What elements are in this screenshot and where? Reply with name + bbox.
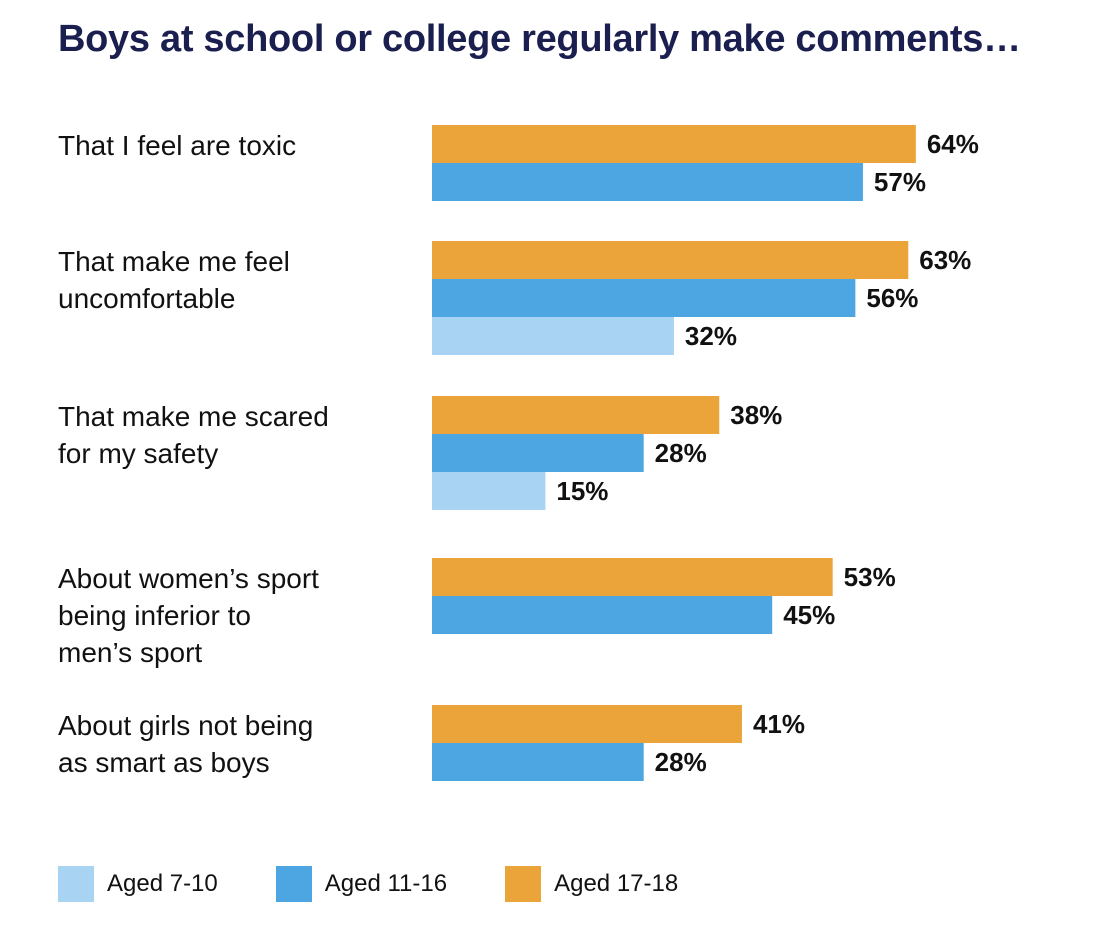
category-label-line: uncomfortable (58, 283, 235, 314)
bar-aged-17-18-1 (432, 125, 916, 163)
category-label-line: as smart as boys (58, 747, 270, 778)
bar-aged-11-16-5 (432, 743, 644, 781)
data-label-aged-17-18-1: 64% (927, 129, 979, 159)
data-label-aged-11-16-5: 28% (655, 747, 707, 777)
legend-label-aged-17-18: Aged 17-18 (554, 870, 679, 897)
category-label-2: That make me feel uncomfortable (58, 246, 290, 314)
bar-aged-11-16-1 (432, 163, 863, 201)
data-label-aged-7-10-2: 32% (685, 321, 737, 351)
legend-item-aged-11-16: Aged 11-16 (275, 866, 448, 902)
category-label-5: About girls not being as smart as boys (58, 710, 313, 778)
legend: Aged 7-10 Aged 11-16 Aged 17-18 (58, 866, 736, 902)
data-label-aged-11-16-4: 45% (783, 600, 835, 630)
legend-swatch-aged-17-18 (505, 866, 542, 902)
legend-label-aged-7-10: Aged 7-10 (107, 870, 218, 897)
data-label-aged-11-16-2: 56% (866, 283, 918, 313)
category-label-line: men’s sport (58, 637, 202, 668)
data-label-aged-11-16-1: 57% (874, 167, 926, 197)
data-label-aged-17-18-2: 63% (919, 245, 971, 275)
bar-aged-17-18-3 (432, 396, 720, 434)
bar-aged-7-10-2 (432, 317, 674, 355)
data-label-aged-11-16-3: 28% (655, 438, 707, 468)
category-label-1: That I feel are toxic (58, 130, 296, 161)
bar-aged-17-18-4 (432, 558, 833, 596)
data-label-aged-17-18-4: 53% (844, 562, 896, 592)
category-label-line: That I feel are toxic (58, 130, 296, 161)
category-label-line: About women’s sport (58, 563, 319, 594)
category-label-line: That make me scared (58, 401, 329, 432)
chart-title: Boys at school or college regularly make… (58, 18, 1021, 60)
legend-label-aged-11-16: Aged 11-16 (324, 870, 448, 897)
bar-aged-11-16-2 (432, 279, 856, 317)
legend-item-aged-7-10: Aged 7-10 (58, 866, 218, 902)
bar-aged-7-10-3 (432, 472, 546, 510)
category-label-line: About girls not being (58, 710, 313, 741)
category-label-3: That make me scared for my safety (58, 401, 329, 469)
legend-swatch-aged-11-16 (275, 866, 312, 902)
legend-item-aged-17-18: Aged 17-18 (505, 866, 678, 902)
bar-aged-11-16-3 (432, 434, 644, 472)
category-label-line: That make me feel (58, 246, 290, 277)
data-label-aged-17-18-3: 38% (730, 400, 782, 430)
legend-swatch-aged-7-10 (58, 866, 94, 902)
category-label-line: being inferior to (58, 600, 251, 631)
bar-aged-17-18-2 (432, 241, 909, 279)
category-label-4: About women’s sport being inferior to men’… (58, 563, 319, 668)
bar-aged-11-16-4 (432, 596, 773, 634)
data-label-aged-7-10-3: 15% (556, 476, 608, 506)
bar-aged-17-18-5 (432, 705, 742, 743)
data-label-aged-17-18-5: 41% (753, 709, 805, 739)
category-label-line: for my safety (58, 438, 218, 469)
